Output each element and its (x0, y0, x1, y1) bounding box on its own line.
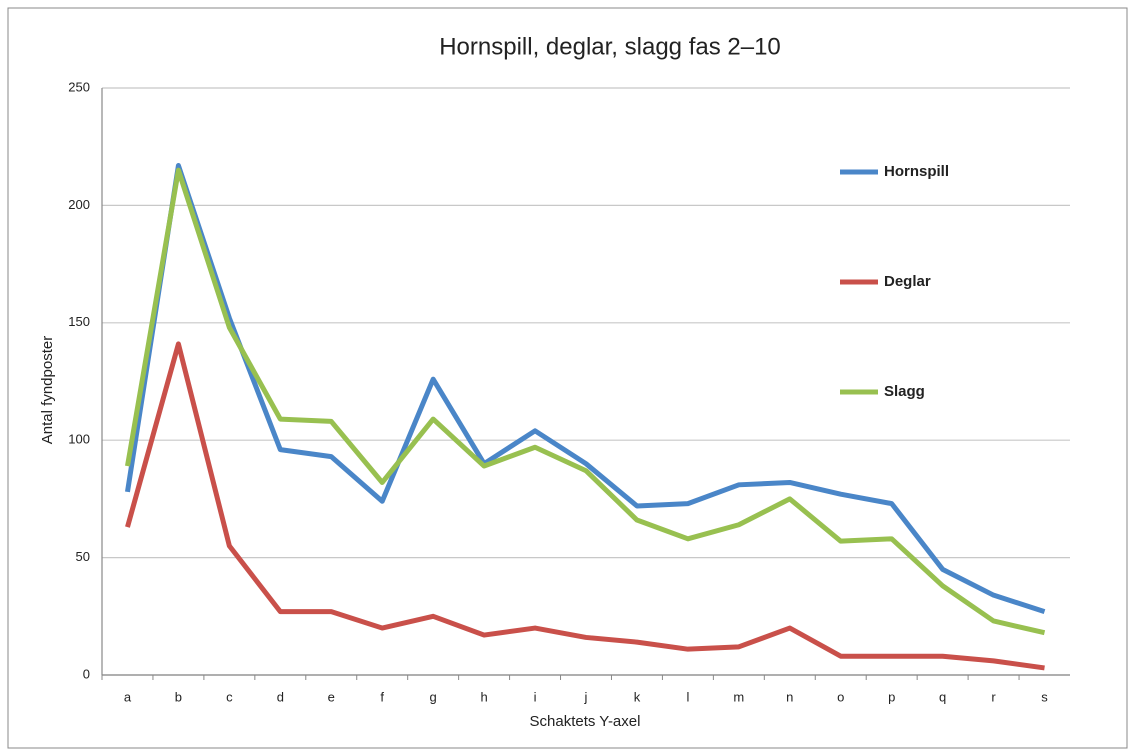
x-tick-label: h (480, 689, 487, 704)
y-tick-label: 200 (68, 197, 90, 212)
y-axis-label: Antal fyndposter (39, 336, 56, 444)
legend-label: Hornspill (884, 163, 949, 180)
y-tick-label: 100 (68, 432, 90, 447)
x-tick-label: i (534, 689, 537, 704)
x-tick-label: c (226, 689, 233, 704)
y-tick-label: 250 (68, 79, 90, 94)
x-tick-label: a (124, 689, 132, 704)
legend-label: Slagg (884, 383, 925, 400)
y-tick-label: 150 (68, 314, 90, 329)
x-tick-label: j (584, 689, 588, 704)
x-tick-label: p (888, 689, 895, 704)
x-tick-label: s (1041, 689, 1048, 704)
x-axis-label: Schaktets Y-axel (530, 713, 641, 730)
series-line (125, 341, 1045, 671)
x-tick-label: k (634, 689, 641, 704)
series-line (125, 162, 1046, 614)
x-tick-label: r (991, 689, 996, 704)
y-tick-label: 50 (76, 549, 90, 564)
chart-frame (7, 7, 1128, 749)
x-tick-label: l (686, 689, 689, 704)
x-tick-label: f (380, 689, 384, 704)
x-tick-label: d (277, 689, 284, 704)
x-tick-label: n (786, 689, 793, 704)
x-tick-label: g (430, 689, 437, 704)
x-tick-label: b (175, 689, 182, 704)
x-tick-label: m (733, 689, 744, 704)
series-line (125, 167, 1046, 636)
x-tick-label: o (837, 689, 844, 704)
x-tick-label: q (939, 689, 946, 704)
y-tick-label: 0 (83, 666, 90, 681)
x-tick-label: e (328, 689, 335, 704)
legend-label: Deglar (884, 273, 931, 290)
chart-title: Hornspill, deglar, slagg fas 2–10 (439, 33, 781, 60)
